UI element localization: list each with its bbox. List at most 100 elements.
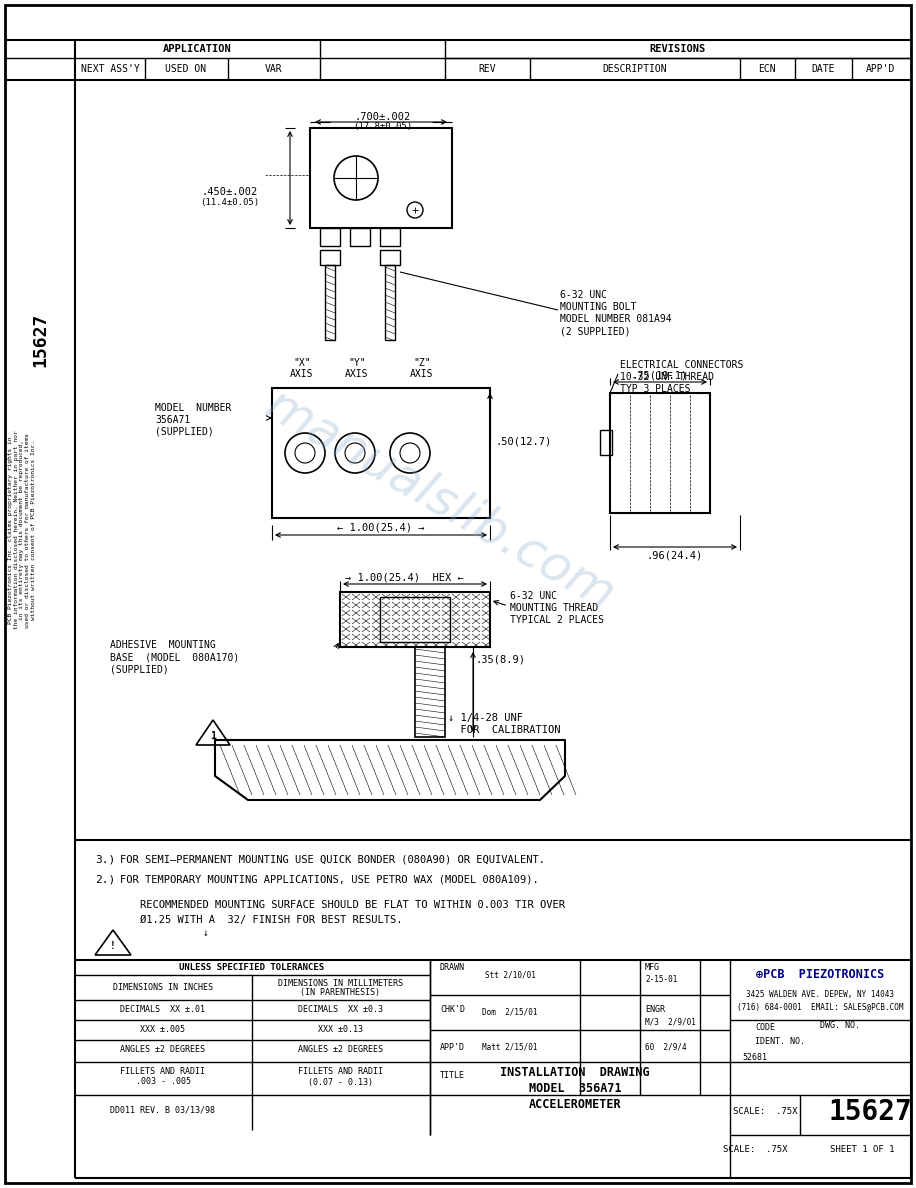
Text: DIMENSIONS IN MILLIMETERS: DIMENSIONS IN MILLIMETERS (278, 979, 402, 987)
Text: .700±.002: .700±.002 (354, 112, 411, 122)
Bar (320, 249, 340, 265)
Text: SCALE:  .75X: SCALE: .75X (723, 1145, 787, 1155)
Text: MOUNTING THREAD: MOUNTING THREAD (510, 604, 598, 613)
Text: TYP 3 PLACES: TYP 3 PLACES (620, 384, 691, 394)
Text: DIMENSIONS IN INCHES: DIMENSIONS IN INCHES (113, 984, 213, 992)
Text: 6-32 UNC: 6-32 UNC (510, 590, 557, 601)
Bar (272, 388, 490, 518)
Text: DRAWN: DRAWN (440, 963, 465, 973)
Text: DESCRIPTION: DESCRIPTION (603, 64, 668, 74)
Text: "X": "X" (293, 358, 311, 368)
Text: AXIS: AXIS (410, 369, 434, 379)
Text: 15627: 15627 (828, 1098, 911, 1126)
Text: REVISIONS: REVISIONS (649, 44, 706, 53)
Text: RECOMMENDED MOUNTING SURFACE SHOULD BE FLAT TO WITHIN 0.003 TIR OVER: RECOMMENDED MOUNTING SURFACE SHOULD BE F… (140, 901, 565, 910)
Text: 356A71: 356A71 (155, 415, 191, 425)
Text: DECIMALS  XX ±0.3: DECIMALS XX ±0.3 (298, 1005, 383, 1015)
Bar (600, 430, 612, 455)
Text: ANGLES ±2 DEGREES: ANGLES ±2 DEGREES (121, 1045, 205, 1055)
Text: (2 SUPPLIED): (2 SUPPLIED) (560, 326, 630, 336)
Text: manualslib.com: manualslib.com (256, 380, 623, 620)
Text: ↓: ↓ (203, 928, 209, 939)
Text: 1: 1 (210, 731, 216, 741)
Text: → 1.00(25.4)  HEX ←: → 1.00(25.4) HEX ← (345, 573, 463, 583)
Bar (320, 228, 340, 246)
Text: INSTALLATION  DRAWING: INSTALLATION DRAWING (500, 1066, 649, 1079)
Text: 2.): 2.) (95, 876, 115, 885)
Text: APP'D: APP'D (440, 1043, 465, 1051)
Text: FILLETS AND RADII: FILLETS AND RADII (298, 1068, 383, 1076)
Text: XXX ±0.13: XXX ±0.13 (318, 1025, 363, 1035)
Text: 52681: 52681 (743, 1053, 768, 1062)
Text: 15627: 15627 (31, 312, 49, 367)
Text: CODE: CODE (755, 1024, 775, 1032)
Text: DATE: DATE (812, 64, 834, 74)
Text: DWG. NO.: DWG. NO. (820, 1020, 860, 1030)
Text: 2-15-01: 2-15-01 (645, 975, 677, 985)
Text: 10-32 UNF THREAD: 10-32 UNF THREAD (620, 372, 714, 383)
Text: TYPICAL 2 PLACES: TYPICAL 2 PLACES (510, 615, 604, 625)
Text: (0.07 - 0.13): (0.07 - 0.13) (308, 1078, 373, 1087)
Text: !: ! (110, 941, 116, 952)
Text: REV: REV (478, 64, 496, 74)
Bar (350, 228, 370, 246)
Text: .003 - .005: .003 - .005 (136, 1078, 191, 1087)
Text: (IN PARENTHESIS): (IN PARENTHESIS) (300, 987, 380, 997)
Text: ENGR: ENGR (645, 1005, 665, 1015)
Text: Ø1.25 WITH A  32/ FINISH FOR BEST RESULTS.: Ø1.25 WITH A 32/ FINISH FOR BEST RESULTS… (140, 915, 402, 925)
Bar (380, 228, 400, 246)
Text: MFG: MFG (645, 963, 660, 973)
Text: Stt 2/10/01: Stt 2/10/01 (485, 971, 536, 979)
Text: ⊕PCB  PIEZOTRONICS: ⊕PCB PIEZOTRONICS (756, 968, 884, 981)
Text: IDENT. NO.: IDENT. NO. (755, 1037, 805, 1047)
Text: Dom  2/15/01: Dom 2/15/01 (482, 1007, 538, 1017)
Text: 6-32 UNC: 6-32 UNC (560, 290, 607, 301)
Text: ELECTRICAL CONNECTORS: ELECTRICAL CONNECTORS (620, 360, 744, 369)
Text: ECN: ECN (758, 64, 776, 74)
Bar (380, 598, 450, 642)
Bar (415, 647, 445, 737)
Text: SCALE:  .75X: SCALE: .75X (733, 1107, 797, 1117)
Text: PCB Piezotronics Inc. claims proprietary rights in
the information disclosed her: PCB Piezotronics Inc. claims proprietary… (8, 430, 36, 630)
Text: DD011 REV. B 03/13/98: DD011 REV. B 03/13/98 (111, 1106, 215, 1114)
Text: (11.4±0.05): (11.4±0.05) (201, 198, 259, 208)
Text: "Z": "Z" (413, 358, 431, 368)
Text: MODEL  356A71: MODEL 356A71 (529, 1081, 621, 1094)
Text: BASE  (MODEL  080A170): BASE (MODEL 080A170) (110, 652, 239, 662)
Text: 60  2/9/4: 60 2/9/4 (645, 1043, 687, 1051)
Text: .50(12.7): .50(12.7) (495, 437, 551, 447)
Text: "Y": "Y" (348, 358, 365, 368)
Text: .450±.002: .450±.002 (202, 187, 258, 197)
Bar (385, 265, 395, 340)
Text: XXX ±.005: XXX ±.005 (140, 1025, 186, 1035)
Text: MOUNTING BOLT: MOUNTING BOLT (560, 302, 637, 312)
Text: .75(19.1): .75(19.1) (632, 371, 688, 381)
Text: (17.8±0.05): (17.8±0.05) (354, 121, 412, 131)
Text: FILLETS AND RADII: FILLETS AND RADII (121, 1068, 205, 1076)
Text: APP'D: APP'D (867, 64, 896, 74)
Text: ← 1.00(25.4) →: ← 1.00(25.4) → (337, 523, 425, 533)
Text: Matt 2/15/01: Matt 2/15/01 (482, 1043, 538, 1051)
Text: FOR  CALIBRATION: FOR CALIBRATION (448, 725, 561, 735)
Text: ↓ 1/4-28 UNF: ↓ 1/4-28 UNF (448, 713, 523, 723)
Text: AXIS: AXIS (290, 369, 314, 379)
Text: FOR SEMI–PERMANENT MOUNTING USE QUICK BONDER (080A90) OR EQUIVALENT.: FOR SEMI–PERMANENT MOUNTING USE QUICK BO… (120, 855, 545, 865)
Text: M/3  2/9/01: M/3 2/9/01 (645, 1017, 696, 1026)
Text: APPLICATION: APPLICATION (163, 44, 232, 53)
Text: VAR: VAR (266, 64, 283, 74)
Text: (SUPPLIED): (SUPPLIED) (155, 426, 213, 437)
Text: DECIMALS  XX ±.01: DECIMALS XX ±.01 (121, 1005, 205, 1015)
Text: ADHESIVE  MOUNTING: ADHESIVE MOUNTING (110, 640, 216, 650)
Text: USED ON: USED ON (166, 64, 207, 74)
Text: AXIS: AXIS (345, 369, 369, 379)
Bar (610, 393, 710, 513)
Text: MODEL NUMBER 081A94: MODEL NUMBER 081A94 (560, 314, 671, 324)
Text: TITLE: TITLE (440, 1070, 465, 1080)
Text: ACCELEROMETER: ACCELEROMETER (529, 1099, 621, 1112)
Text: ANGLES ±2 DEGREES: ANGLES ±2 DEGREES (298, 1045, 383, 1055)
Text: FOR TEMPORARY MOUNTING APPLICATIONS, USE PETRO WAX (MODEL 080A109).: FOR TEMPORARY MOUNTING APPLICATIONS, USE… (120, 876, 539, 885)
Text: .35(8.9): .35(8.9) (475, 655, 525, 665)
Bar (325, 265, 335, 340)
Bar (340, 592, 490, 647)
Text: CHK'D: CHK'D (440, 1005, 465, 1015)
